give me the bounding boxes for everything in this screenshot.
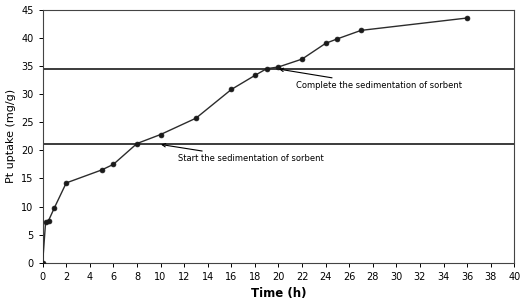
Y-axis label: Pt uptake (mg/g): Pt uptake (mg/g) bbox=[6, 89, 16, 183]
X-axis label: Time (h): Time (h) bbox=[251, 287, 306, 300]
Text: Start the sedimentation of sorbent: Start the sedimentation of sorbent bbox=[162, 144, 324, 163]
Text: Complete the sedimentation of sorbent: Complete the sedimentation of sorbent bbox=[280, 68, 462, 90]
